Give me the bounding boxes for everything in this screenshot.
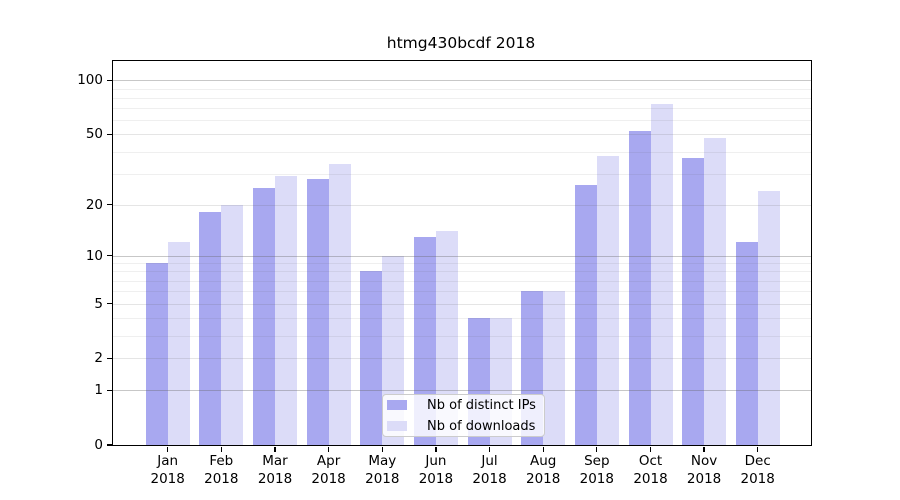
x-tick-label: Jan 2018 [150,453,185,487]
gridline-minor [113,263,811,265]
bar-downloads [221,204,244,445]
x-tick-mark [220,446,222,452]
plot-area: Nb of distinct IPs Nb of downloads 0 1 2 5 1… [77,60,812,487]
bar-downloads [275,176,297,445]
legend-item-downloads: Nb of downloads [387,417,544,435]
legend-item-distinct-ips: Nb of distinct IPs [387,396,544,414]
gridline [113,303,811,305]
y-tick-label: 5 [94,295,103,312]
x-tick-mark [274,446,276,452]
gridline [113,134,811,136]
bar-distinct-ips [628,131,651,445]
y-tick-mark [106,302,112,305]
gridline-minor [113,108,811,110]
y-tick-label: 1 [94,382,103,399]
bar-distinct-ips [253,187,275,445]
bar-distinct-ips [199,212,222,445]
gridline [113,358,811,360]
x-tick-label: Jun 2018 [418,453,454,487]
x-tick-label: Nov 2018 [686,453,722,487]
chart-title: htmg430bcdf 2018 [386,34,536,52]
gridline [113,255,811,257]
bar-distinct-ips [145,263,168,445]
gridline-minor [113,335,811,337]
bar-downloads [757,190,780,445]
gridline-minor [113,151,811,153]
x-tick-mark [381,446,383,452]
gridline-minor [113,271,811,273]
y-tick-label: 50 [85,126,103,143]
y-tick-label: 100 [77,72,103,89]
x-tick-label: Oct 2018 [633,453,668,487]
bar-distinct-ips [413,236,436,445]
bar-downloads [704,137,727,445]
x-tick-mark [757,446,759,452]
x-tick-mark [703,446,705,452]
legend-label-distinct-ips: Nb of distinct IPs [427,397,536,413]
bar-downloads [543,291,566,445]
bar-downloads [596,155,619,445]
y-tick-mark [106,133,112,136]
gridline-minor [113,291,811,293]
legend-swatch-distinct-ips [387,400,407,410]
y-tick-label: 0 [94,437,103,453]
gridline [113,80,811,82]
x-tick-mark [649,446,652,452]
bar-downloads [650,103,673,445]
x-tick-label: Apr 2018 [311,453,346,487]
y-tick-mark [106,203,112,206]
bar-downloads [167,242,190,445]
x-tick-label: Mar 2018 [257,453,293,487]
y-tick-mark [106,254,112,257]
y-tick-mark [106,389,112,391]
gridline-minor [113,173,811,175]
x-tick-mark [596,446,598,452]
legend-swatch-downloads [387,421,407,431]
x-tick-mark [435,446,437,452]
x-tick-label: Aug 2018 [526,453,561,487]
x-tick-label: Sep 2018 [579,453,614,487]
y-tick-label: 10 [85,247,103,264]
bar-distinct-ips [574,184,597,445]
x-tick-mark [542,446,544,452]
x-tick-mark [327,446,330,452]
x-tick-label: Dec 2018 [740,453,775,487]
gridline-minor [113,280,811,282]
bar-distinct-ips [735,242,758,445]
x-tick-mark [488,446,491,452]
legend-label-downloads: Nb of downloads [427,418,536,434]
y-tick-mark [106,357,112,359]
y-tick-mark [106,79,112,82]
gridline-minor [113,97,811,99]
y-tick-label: 20 [85,196,103,213]
bar-downloads [328,164,351,445]
legend: Nb of distinct IPs Nb of downloads [382,394,545,437]
gridline [113,390,811,392]
bar-distinct-ips [682,157,705,445]
gridline-minor [113,88,811,90]
x-tick-label: May 2018 [365,453,400,487]
gridline-minor [113,317,811,319]
y-tick-mark [106,444,112,446]
x-tick-mark [167,446,169,452]
y-tick-label: 2 [94,350,103,367]
gridline [113,204,811,206]
bar-distinct-ips [360,271,383,445]
bar-downloads [435,231,458,445]
bar-distinct-ips [306,179,329,445]
x-tick-label: Feb 2018 [204,453,239,487]
x-tick-label: Jul 2018 [472,453,507,487]
gridline-minor [113,120,811,122]
